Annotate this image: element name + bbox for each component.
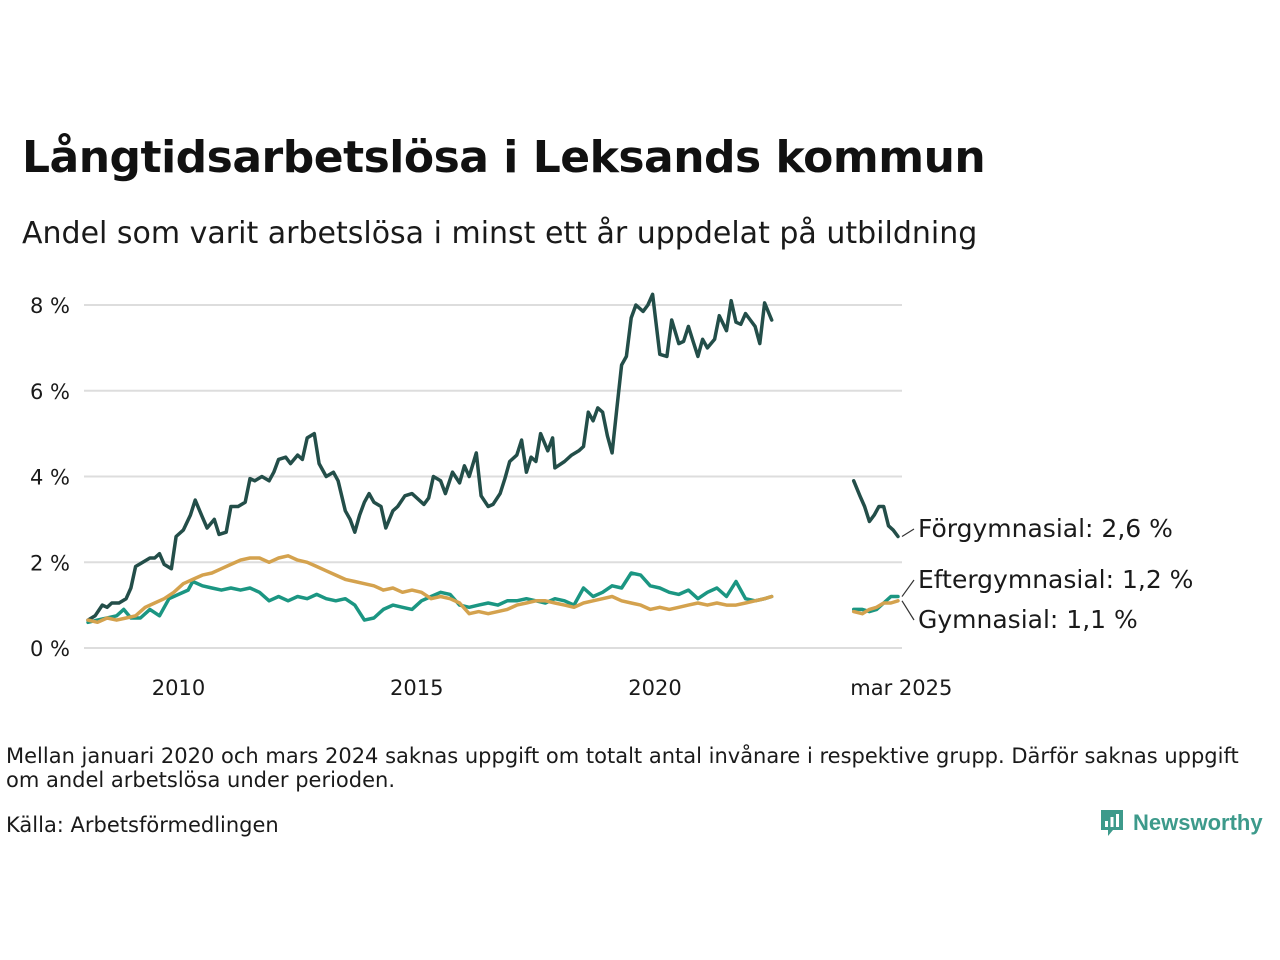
series-segment [851,599,900,616]
x-tick-label: mar 2025 [850,676,952,700]
footnote: Mellan januari 2020 och mars 2024 saknas… [6,744,1239,792]
series-labels: Förgymnasial: 2,6 % Eftergymnasial: 1,2 %… [901,514,1193,634]
series-end-label: Förgymnasial: 2,6 % [918,514,1173,543]
newsworthy-logo-text: Newsworthy [1133,810,1263,835]
series-end-label: Gymnasial: 1,1 % [918,605,1138,634]
newsworthy-logo[interactable]: Newsworthy [1099,808,1263,838]
series-segment [86,292,774,622]
newsworthy-logo-icon [1101,810,1123,836]
x-tick-label: 2020 [628,676,681,700]
chart-title: Långtidsarbetslösa i Leksands kommun [22,132,986,183]
y-axis-ticks: 0 % 2 % 4 % 6 % 8 % [30,294,70,661]
label-leader-line [901,579,915,597]
y-tick-label: 0 % [30,637,70,661]
line-chart: 0 % 2 % 4 % 6 % 8 % 2010 2015 2020 mar 2025 För… [30,292,1193,700]
chart-subtitle: Andel som varit arbetslösa i minst ett å… [22,216,978,251]
series-segment [851,594,900,614]
x-axis-ticks: 2010 2015 2020 mar 2025 [152,676,953,700]
label-leader-line [901,600,915,621]
y-tick-label: 6 % [30,380,70,404]
series-segment [851,479,900,539]
series-lines [86,292,900,625]
series-eftergymnasial-line [86,571,900,625]
series-segment [86,554,774,625]
grid-lines [84,304,902,649]
y-tick-label: 2 % [30,551,70,575]
series-förgymnasial-line [86,292,900,622]
y-tick-label: 8 % [30,294,70,318]
x-tick-label: 2015 [390,676,443,700]
x-tick-label: 2010 [152,676,205,700]
series-gymnasial-line [86,554,900,625]
series-segment [86,571,774,625]
source-text: Källa: Arbetsförmedlingen [6,813,279,837]
y-tick-label: 4 % [30,466,70,490]
label-leader-line [901,528,915,538]
series-end-label: Eftergymnasial: 1,2 % [918,565,1193,594]
